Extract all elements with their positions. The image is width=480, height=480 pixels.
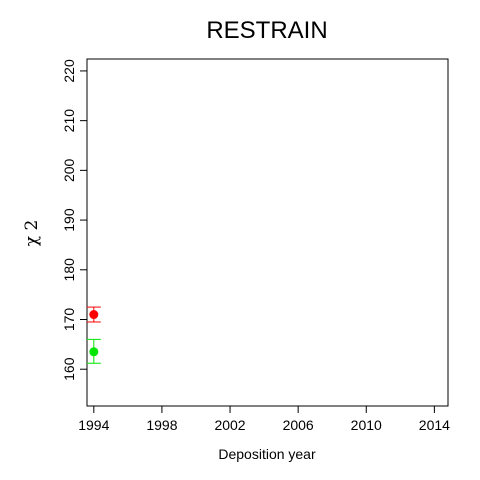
data-point: [89, 310, 99, 320]
x-tick-label: 1994: [78, 417, 109, 433]
y-tick-label: 220: [61, 59, 77, 83]
x-tick-label: 2014: [419, 417, 450, 433]
x-tick-label: 2002: [214, 417, 245, 433]
y-tick-label: 180: [61, 258, 77, 282]
y-axis: 160 170 180 190 200 210 220: [61, 59, 87, 381]
y-axis-label: χ 2: [22, 220, 42, 247]
x-axis-label: Deposition year: [218, 446, 316, 462]
data-point: [89, 347, 99, 357]
plot-frame: [86, 58, 449, 407]
y-tick-label: 190: [61, 208, 77, 232]
y-tick-label: 210: [61, 109, 77, 133]
chart-title: RESTRAIN: [206, 17, 327, 44]
data-marks: [86, 306, 101, 364]
x-tick-label: 1998: [146, 417, 177, 433]
y-tick-label: 170: [61, 308, 77, 332]
y-tick-label: 160: [61, 357, 77, 381]
x-tick-label: 2010: [351, 417, 382, 433]
y-tick-label: 200: [61, 158, 77, 182]
x-tick-label: 2006: [283, 417, 314, 433]
x-axis: 1994 1998 2002 2006 2010 2014: [78, 406, 450, 433]
